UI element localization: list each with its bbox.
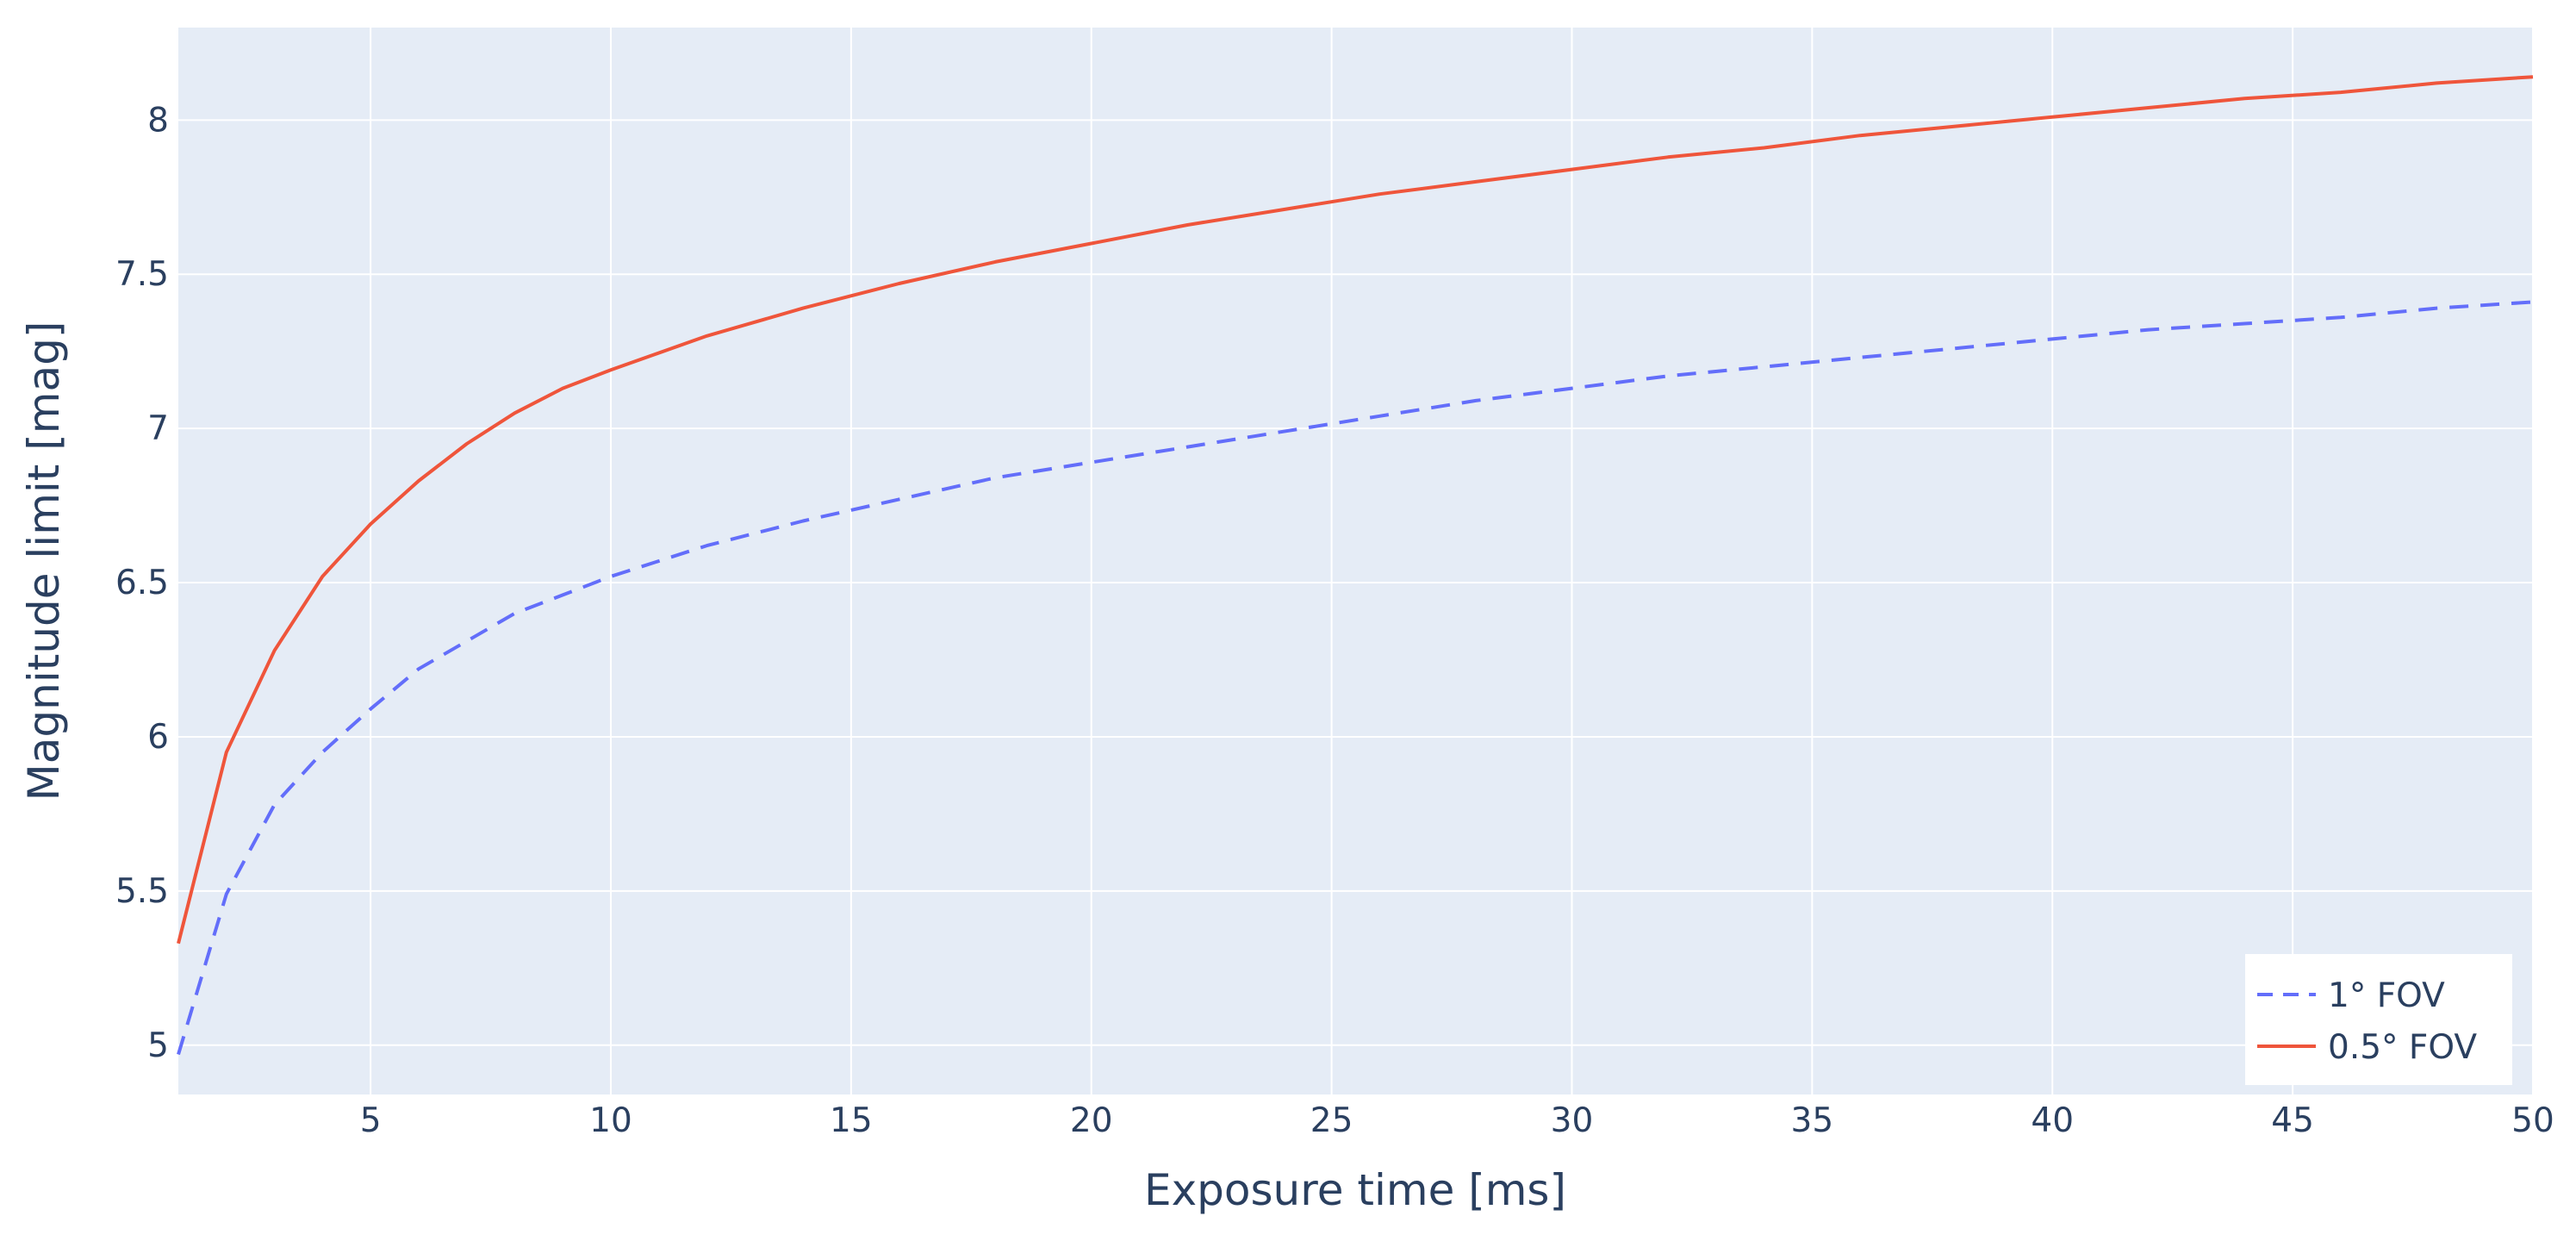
legend-item: 1° FOV: [2257, 976, 2445, 1015]
series-line-0: [177, 300, 2534, 1056]
x-tick-label: 20: [1070, 1101, 1113, 1140]
y-tick-label: 5.5: [115, 872, 169, 911]
y-tick-label: 5: [147, 1026, 169, 1065]
legend-item: 0.5° FOV: [2257, 1028, 2477, 1067]
y-axis-title: Magnitude limit [mag]: [19, 321, 69, 801]
y-tick-label: 7.5: [115, 255, 169, 294]
legend-label: 0.5° FOV: [2328, 1028, 2477, 1067]
legend-label: 1° FOV: [2328, 976, 2445, 1015]
x-axis-title: Exposure time [ms]: [1144, 1165, 1566, 1215]
legend-box: [2245, 954, 2512, 1085]
x-tick-label: 50: [2511, 1101, 2554, 1140]
x-tick-label: 5: [360, 1101, 382, 1140]
x-tick-label: 45: [2271, 1101, 2314, 1140]
series-lines: [177, 75, 2534, 1056]
x-tick-label: 15: [830, 1101, 873, 1140]
y-axis: 5 5.5 6 6.5 7 7.5 8: [115, 101, 169, 1064]
x-tick-label: 35: [1791, 1101, 1834, 1140]
y-tick-label: 8: [147, 101, 169, 140]
y-tick-label: 6: [147, 718, 169, 757]
x-tick-label: 40: [2031, 1101, 2074, 1140]
grid-lines: [178, 28, 2534, 1094]
x-tick-label: 25: [1310, 1101, 1353, 1140]
y-tick-label: 6.5: [115, 564, 169, 602]
x-tick-label: 30: [1551, 1101, 1594, 1140]
x-axis: 5 10 15 20 25 30 35 40 45 50: [360, 1101, 2554, 1140]
plot-background: [178, 28, 2533, 1094]
x-tick-label: 10: [589, 1101, 632, 1140]
y-tick-label: 7: [147, 409, 169, 448]
legend: 1° FOV 0.5° FOV: [2245, 954, 2512, 1085]
series-line-1: [177, 75, 2534, 945]
